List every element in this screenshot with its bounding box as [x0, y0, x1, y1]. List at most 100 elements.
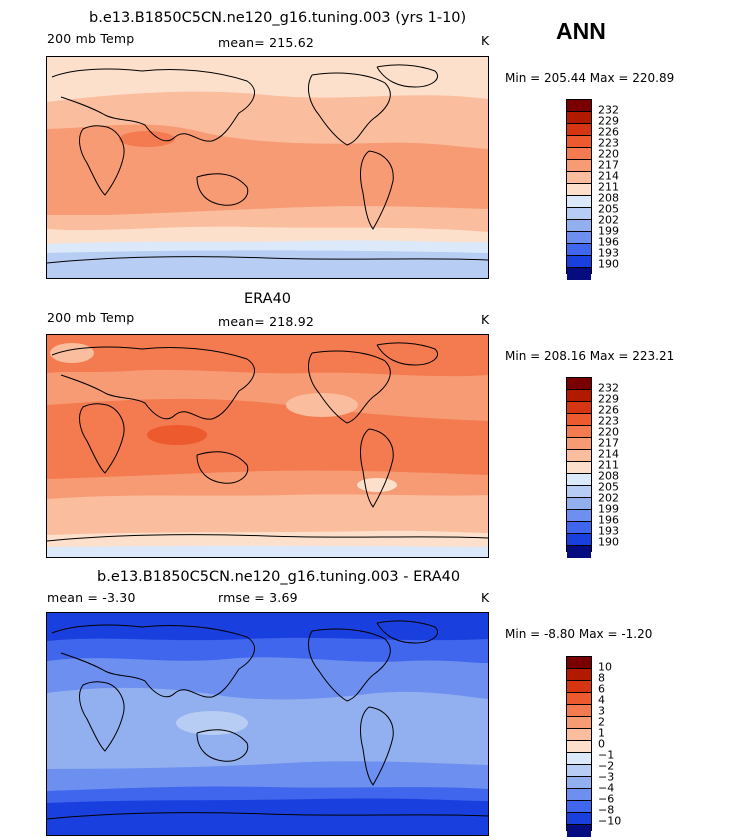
panel1-colorbar-swatch: [567, 196, 591, 208]
panel1-colorbar-swatch: [567, 100, 591, 112]
map3-coastlines: [47, 620, 488, 820]
colorbar-tick: 190: [598, 257, 619, 271]
map2-band-north: [47, 335, 488, 377]
colorbar-tick: 229: [598, 114, 619, 128]
colorbar-tick: 226: [598, 403, 619, 417]
panel1-colorbar-swatch: [567, 172, 591, 184]
panel1-colorbar: [566, 99, 592, 280]
map2-band-tropics: [47, 398, 488, 479]
panel3-units: K: [481, 590, 490, 605]
colorbar-tick: 217: [598, 158, 619, 172]
panel2-colorbar-swatch: [567, 486, 591, 498]
colorbar-tick: 232: [598, 103, 619, 117]
panel2-colorbar-swatch: [567, 510, 591, 522]
colorbar-tick: 214: [598, 447, 619, 461]
colorbar-tick: −4: [598, 781, 615, 795]
panel1-mean: mean= 215.62: [218, 35, 315, 50]
panel2-colorbar-swatch: [567, 546, 591, 558]
panel3-colorbar-swatch: [567, 801, 591, 813]
colorbar-tick: 4: [598, 693, 605, 707]
map1-band-pole: [47, 250, 488, 278]
colorbar-tick: 6: [598, 682, 605, 696]
panel2-colorbar-swatch: [567, 414, 591, 426]
colorbar-tick: 217: [598, 436, 619, 450]
panel1-colorbar-swatch: [567, 160, 591, 172]
panel2-units: K: [481, 312, 490, 327]
colorbar-tick: −6: [598, 792, 615, 806]
colorbar-tick: 202: [598, 213, 619, 227]
panel3-colorbar-swatch: [567, 741, 591, 753]
colorbar-tick: 220: [598, 425, 619, 439]
colorbar-tick: 1: [598, 726, 605, 740]
map1-coastlines: [47, 64, 488, 264]
panel3-colorbar-swatch: [567, 657, 591, 669]
colorbar-tick: 223: [598, 136, 619, 150]
panel2-colorbar-swatch: [567, 522, 591, 534]
panel3-colorbar-swatch: [567, 825, 591, 837]
panel1-colorbar-swatch: [567, 184, 591, 196]
panel1-map: [46, 56, 489, 279]
colorbar-tick: 211: [598, 180, 619, 194]
colorbar-tick: 208: [598, 469, 619, 483]
map1-band-tropics: [47, 124, 488, 215]
colorbar-tick: 223: [598, 414, 619, 428]
panel2-mean: mean= 218.92: [218, 314, 315, 329]
panel1-title: b.e13.B1850C5CN.ne120_g16.tuning.003 (yr…: [89, 10, 467, 26]
panel2-colorbar-swatch: [567, 402, 591, 414]
panel3-colorbar-swatch: [567, 789, 591, 801]
colorbar-tick: 190: [598, 535, 619, 549]
panel3-colorbar-swatch: [567, 705, 591, 717]
panel3-colorbar-swatch: [567, 681, 591, 693]
map2-south-cool: [357, 478, 397, 492]
season-label: ANN: [556, 18, 606, 44]
panel2-minmax: Min = 208.16 Max = 223.21: [505, 349, 675, 363]
panel2-map: [46, 334, 489, 558]
colorbar-tick: 211: [598, 458, 619, 472]
panel1-units: K: [481, 33, 490, 48]
colorbar-tick: 220: [598, 147, 619, 161]
colorbar-tick: 10: [598, 660, 612, 674]
colorbar-tick: 232: [598, 381, 619, 395]
colorbar-tick: 3: [598, 704, 605, 718]
panel2-colorbar-swatch: [567, 462, 591, 474]
panel1-field-label: 200 mb Temp: [47, 31, 135, 46]
panel1-colorbar-swatch: [567, 136, 591, 148]
panel3-colorbar-swatch: [567, 729, 591, 741]
map2-coastlines: [47, 342, 488, 542]
panel1-minmax: Min = 205.44 Max = 220.89: [505, 71, 675, 85]
colorbar-tick: 202: [598, 491, 619, 505]
map2-pacific-cool: [286, 393, 358, 417]
panel3-mean: mean = -3.30: [47, 590, 136, 605]
map1-hot-spot: [119, 131, 175, 147]
map3-band-south: [47, 798, 488, 835]
panel3-colorbar-swatch: [567, 765, 591, 777]
colorbar-tick: 193: [598, 246, 619, 260]
panel3-colorbar: [566, 656, 592, 837]
colorbar-tick: 193: [598, 524, 619, 538]
panel3-colorbar-swatch: [567, 693, 591, 705]
map3-band-north: [47, 613, 488, 641]
colorbar-tick: 208: [598, 191, 619, 205]
map3-light-spot: [176, 711, 248, 735]
panel1-colorbar-swatch: [567, 148, 591, 160]
panel1-colorbar-swatch: [567, 220, 591, 232]
panel1-colorbar-swatch: [567, 256, 591, 268]
colorbar-tick: 205: [598, 202, 619, 216]
panel3-minmax: Min = -8.80 Max = -1.20: [505, 627, 653, 641]
panel2-colorbar-swatch: [567, 378, 591, 390]
panel2-field-label: 200 mb Temp: [47, 310, 135, 325]
colorbar-tick: −2: [598, 759, 615, 773]
panel1-colorbar-swatch: [567, 124, 591, 136]
colorbar-tick: 199: [598, 502, 619, 516]
panel1-colorbar-swatch: [567, 244, 591, 256]
panel3-title: b.e13.B1850C5CN.ne120_g16.tuning.003 - E…: [97, 569, 461, 585]
colorbar-tick: 196: [598, 235, 619, 249]
colorbar-tick: 0: [598, 737, 605, 751]
panel2-colorbar-swatch: [567, 426, 591, 438]
panel3-colorbar-swatch: [567, 753, 591, 765]
colorbar-tick: 229: [598, 392, 619, 406]
colorbar-tick: −1: [598, 748, 615, 762]
panel1-colorbar-swatch: [567, 112, 591, 124]
panel2-colorbar-swatch: [567, 390, 591, 402]
colorbar-tick: −8: [598, 803, 615, 817]
